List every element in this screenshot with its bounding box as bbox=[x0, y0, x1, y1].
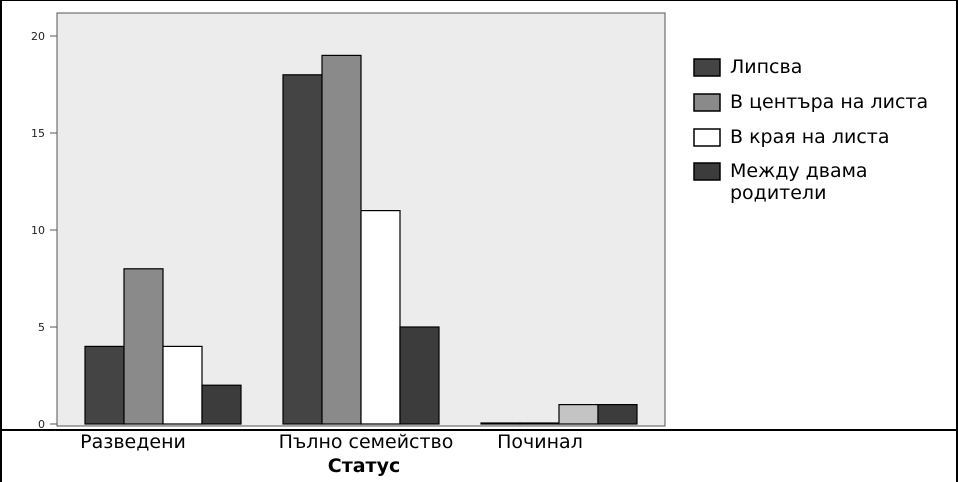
bar-1-2 bbox=[360, 210, 401, 425]
category-label-1: Пълно семейство bbox=[279, 431, 454, 453]
legend-swatch-1 bbox=[693, 93, 721, 112]
x-axis-title: Статус bbox=[328, 455, 400, 477]
y-tick-label-15: 15 bbox=[31, 127, 45, 140]
bar-2-2 bbox=[558, 404, 599, 425]
legend-label-0: Липсва bbox=[730, 56, 802, 78]
category-labels: Разведени Пълно семейство Починал bbox=[80, 431, 583, 453]
y-tick-label-5: 5 bbox=[38, 321, 45, 334]
bar-2-0 bbox=[480, 422, 521, 425]
bar-0-0 bbox=[84, 345, 125, 425]
legend-label-1: В центъра на листа bbox=[730, 91, 928, 113]
bar-1-3 bbox=[399, 326, 440, 425]
legend: Липсва В центъра на листа В края на листа М… bbox=[693, 56, 928, 204]
bar-0-1 bbox=[123, 268, 164, 425]
bar-1-0 bbox=[282, 74, 323, 425]
category-label-2: Починал bbox=[497, 431, 583, 453]
legend-label-line: родители bbox=[730, 182, 826, 204]
bars bbox=[84, 54, 638, 425]
category-label-0: Разведени bbox=[80, 431, 186, 453]
bar-0-2 bbox=[162, 345, 203, 425]
bar-0-3 bbox=[201, 384, 242, 425]
bar-2-3 bbox=[597, 404, 638, 425]
legend-label-2: В края на листа bbox=[730, 126, 889, 148]
legend-swatch-3 bbox=[693, 162, 721, 181]
y-tick-label-0: 0 bbox=[38, 418, 45, 431]
legend-label-3: Между двама родители bbox=[730, 160, 868, 204]
legend-swatch-2 bbox=[693, 128, 721, 147]
legend-label-line: Между двама bbox=[730, 160, 868, 182]
bar-2-1 bbox=[519, 422, 560, 425]
bar-1-1 bbox=[321, 54, 362, 425]
y-ticks: 0 5 10 15 20 bbox=[31, 30, 57, 431]
y-tick-label-20: 20 bbox=[31, 30, 45, 43]
y-tick-label-10: 10 bbox=[31, 224, 45, 237]
legend-swatch-0 bbox=[693, 58, 721, 77]
